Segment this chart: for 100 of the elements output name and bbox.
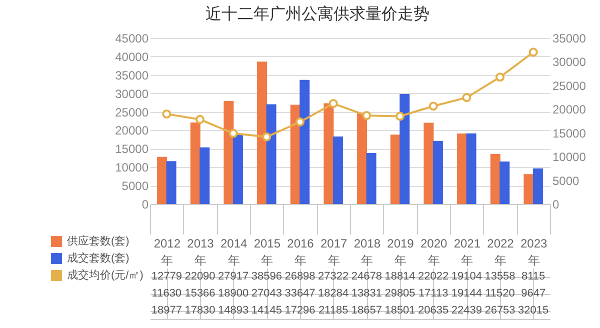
bar xyxy=(300,80,310,204)
data-label: 27043 xyxy=(251,288,282,300)
bar xyxy=(457,134,468,204)
data-label: 29805 xyxy=(384,288,416,300)
bar xyxy=(190,122,200,204)
bar xyxy=(400,94,410,204)
bar xyxy=(390,134,400,204)
x-tick-label: 2022年 xyxy=(487,236,514,268)
data-label: 22439 xyxy=(451,304,482,316)
data-label: 32015 xyxy=(518,304,549,316)
x-tick-label: 2012年 xyxy=(154,236,181,268)
bar xyxy=(332,136,343,204)
x-tick-label: 2013年 xyxy=(187,236,214,268)
data-label: 13831 xyxy=(351,288,382,300)
data-label: 22090 xyxy=(184,270,216,282)
x-tick-label: 2020年 xyxy=(420,236,448,268)
bar xyxy=(232,134,243,204)
data-label: 27322 xyxy=(318,270,349,282)
data-label: 11630 xyxy=(152,288,182,300)
data-label: 14893 xyxy=(218,304,249,316)
x-tick-label: 2014年 xyxy=(220,236,248,268)
data-label: 19144 xyxy=(451,288,482,300)
data-label: 8115 xyxy=(522,270,546,282)
bar xyxy=(432,140,443,204)
y2-tick-label: 0 xyxy=(552,198,560,212)
bar xyxy=(532,168,543,204)
y2-tick-label: 15000 xyxy=(552,126,586,140)
point xyxy=(495,72,505,82)
data-label: 12779 xyxy=(151,270,182,282)
y-tick-label: 0 xyxy=(142,198,149,212)
data-label: 18900 xyxy=(218,288,249,300)
bar xyxy=(524,174,534,204)
data-label: 27917 xyxy=(218,270,249,282)
bar xyxy=(166,161,176,204)
data-label: 18657 xyxy=(351,304,382,316)
bar xyxy=(324,103,334,204)
bar xyxy=(466,133,476,204)
data-label: 18284 xyxy=(318,288,349,300)
data-label: 33647 xyxy=(284,288,316,300)
bar xyxy=(157,156,168,204)
y-tick-label: 30000 xyxy=(115,86,149,101)
y-tick-label: 5000 xyxy=(122,179,149,194)
bar xyxy=(200,147,210,204)
point xyxy=(262,132,272,142)
x-tick-label: 2016年 xyxy=(287,236,314,268)
y2-tick-label: 10000 xyxy=(552,150,586,164)
point xyxy=(162,109,172,119)
y-tick-label: 15000 xyxy=(115,142,149,156)
data-label: 18501 xyxy=(384,304,416,316)
bar xyxy=(490,154,500,204)
y-tick-label: 45000 xyxy=(115,32,149,46)
y2-tick-label: 20000 xyxy=(552,102,586,117)
data-label: 15366 xyxy=(184,288,216,300)
data-label: 13558 xyxy=(484,270,516,282)
point xyxy=(195,114,205,124)
bar xyxy=(424,122,434,204)
data-label: 18977 xyxy=(151,304,182,316)
data-label: 19104 xyxy=(451,270,482,282)
bar xyxy=(224,101,234,204)
point xyxy=(395,112,405,121)
data-label: 17830 xyxy=(184,304,216,316)
bar xyxy=(266,104,276,204)
y-tick-label: 20000 xyxy=(115,124,149,138)
y-tick-label: 25000 xyxy=(115,105,149,120)
data-label: 24678 xyxy=(351,270,382,282)
y2-tick-label: 25000 xyxy=(552,78,586,93)
data-label: 26898 xyxy=(284,270,316,282)
bar xyxy=(500,162,510,204)
y2-tick-label: 35000 xyxy=(552,32,586,46)
bar xyxy=(257,62,268,204)
point xyxy=(295,117,305,126)
point xyxy=(462,93,472,102)
x-tick-label: 2017年 xyxy=(320,236,348,268)
point xyxy=(228,128,238,138)
bar xyxy=(357,112,368,204)
data-label: 17296 xyxy=(284,304,316,316)
chart-title: 近十二年广州公寓供求量价走势 xyxy=(206,4,430,23)
legend-label: 供应套数(套) xyxy=(67,234,130,248)
x-tick-label: 2018年 xyxy=(354,236,381,268)
x-tick-label: 2015年 xyxy=(254,236,281,268)
y-tick-label: 35000 xyxy=(115,68,149,82)
point xyxy=(328,98,338,108)
x-tick-label: 2019年 xyxy=(387,236,414,268)
point xyxy=(362,110,372,120)
data-label: 26753 xyxy=(484,304,516,316)
x-tick-label: 2021年 xyxy=(454,236,481,268)
point xyxy=(428,102,438,111)
data-label: 21185 xyxy=(318,304,348,316)
x-tick-label: 2023年 xyxy=(520,236,548,268)
data-label: 11520 xyxy=(485,288,515,300)
y2-tick-label: 5000 xyxy=(552,174,580,188)
data-label: 38596 xyxy=(251,270,282,282)
legend-label: 成交套数(套) xyxy=(67,252,130,264)
y2-tick-label: 30000 xyxy=(552,55,586,70)
data-label: 9647 xyxy=(521,288,546,300)
data-label: 14145 xyxy=(251,304,282,316)
data-label: 18814 xyxy=(384,270,416,282)
y-tick-label: 40000 xyxy=(115,50,149,64)
legend-label: 成交均价(元/㎡) xyxy=(67,268,144,282)
y-tick-label: 10000 xyxy=(115,160,149,175)
